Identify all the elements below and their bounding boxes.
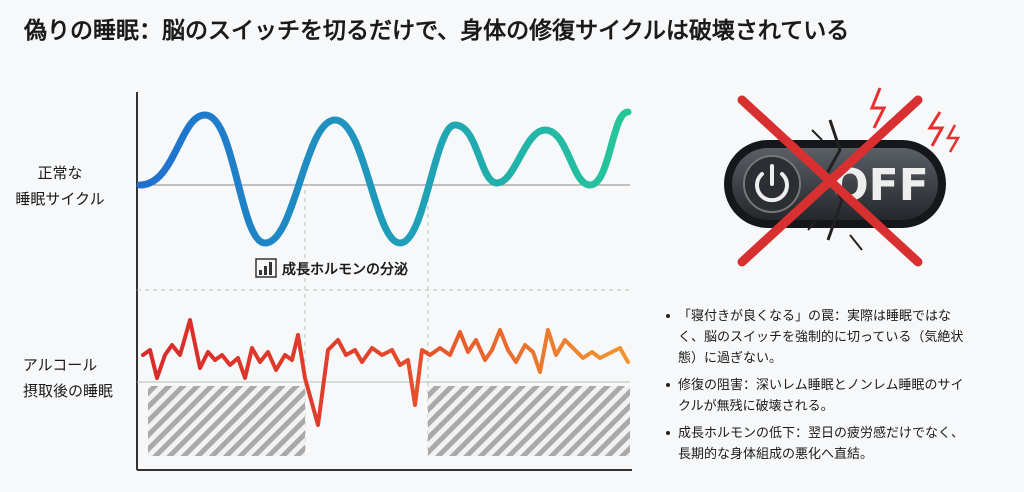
bullet-list: 「寝付きが良くなる」の罠：実際は睡眠ではなく、脳のスイッチを強制的に切っている（… (666, 308, 964, 462)
title: 偽りの睡眠：脳のスイッチを切るだけで、身体の修復サイクルは破壊されている (23, 17, 849, 44)
normal-wave (136, 108, 632, 247)
bullet-text: クルが無残に破壊される。 (678, 399, 834, 414)
row-label: 正常な 睡眠サイクル アルコール 摂取後の睡眠 (15, 164, 113, 400)
off-switch: OFF (724, 87, 961, 267)
label-line: 摂取後の睡眠 (23, 382, 113, 400)
bullet-text: 「寝付きが良くなる」の罠：実際は睡眠ではな (678, 308, 951, 324)
bullet-dot (666, 383, 670, 387)
growth-icon (255, 258, 277, 278)
bullet-text: 成長ホルモンの低下：翌日の疲労感だけでなく、 (678, 425, 964, 441)
label-line: アルコール (23, 356, 98, 374)
bullet-text: く、脳のスイッチを強制的に切っている（気絶状 (678, 329, 963, 345)
hatched-block (428, 386, 630, 456)
bullet-text: 長期的な身体組成の悪化へ直結。 (678, 446, 873, 462)
label-line: 睡眠サイクル (15, 190, 104, 208)
label-line: 正常な (37, 164, 82, 182)
bullet-text: 修復の阻害：深いレム睡眠とノンレム睡眠のサイ (678, 377, 963, 393)
bullet-dot (666, 314, 670, 318)
hatched-block (148, 386, 305, 456)
alcohol-wave (141, 318, 630, 427)
bullet-text: 態）に過ぎない。 (678, 350, 782, 366)
bullet-dot (666, 431, 670, 435)
annotation: 成長ホルモンの分泌 (282, 261, 408, 278)
